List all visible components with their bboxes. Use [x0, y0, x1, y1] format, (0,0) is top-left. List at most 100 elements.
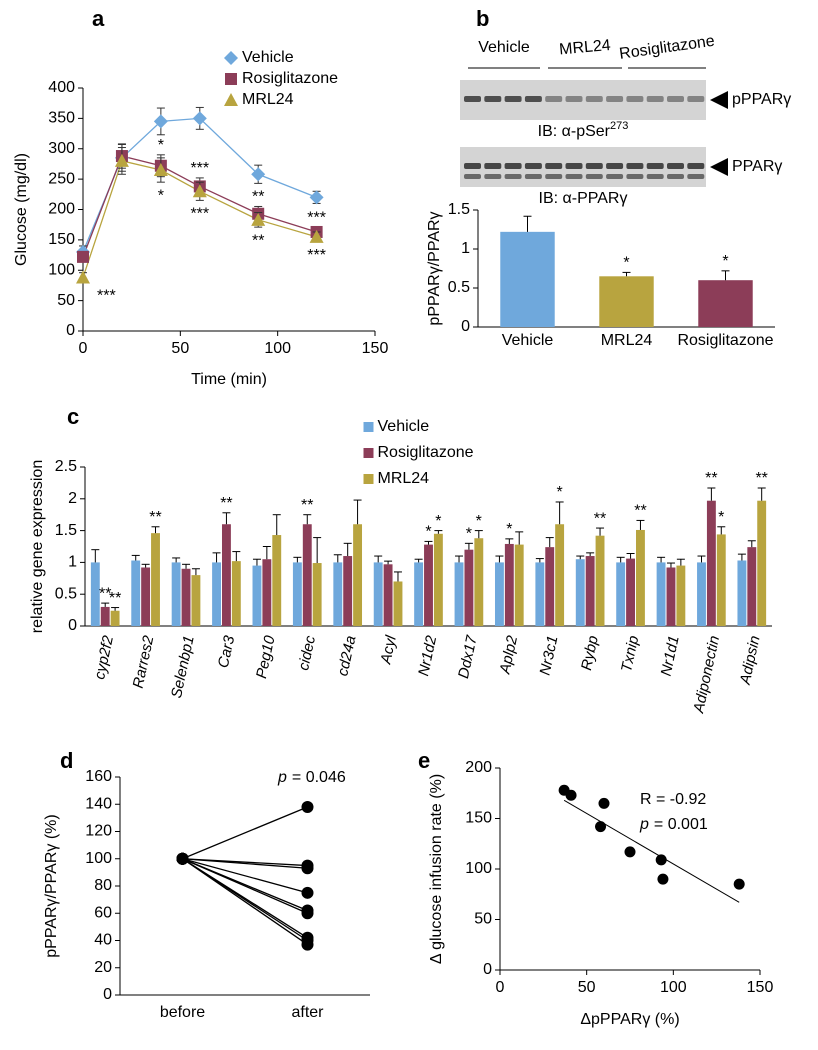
data-point — [176, 852, 189, 865]
error-bar — [576, 555, 585, 560]
error-bar — [272, 514, 281, 536]
significance: * — [425, 524, 431, 541]
error-bar — [757, 487, 766, 501]
blot-band — [484, 163, 502, 169]
bar — [698, 280, 753, 327]
legend-label: Vehicle — [242, 49, 294, 66]
significance: * — [158, 137, 164, 154]
data-point — [76, 270, 90, 284]
error-bar — [717, 526, 726, 535]
bar — [231, 561, 241, 626]
legend-marker — [225, 73, 237, 85]
significance: * — [476, 513, 482, 530]
significance: ** — [705, 470, 717, 487]
legend-marker — [224, 51, 238, 65]
y-tick-label: 0 — [66, 322, 75, 339]
bar — [353, 524, 363, 626]
significance: ** — [99, 585, 111, 602]
error-bar — [212, 552, 221, 563]
bar — [312, 563, 322, 626]
error-bar — [374, 555, 383, 563]
x-tick-label: Txnip — [618, 634, 642, 673]
blot-band — [545, 96, 563, 102]
significance: ** — [594, 510, 606, 527]
bar — [333, 562, 343, 626]
error-bar — [495, 555, 504, 563]
series-line — [182, 858, 308, 894]
bar — [131, 560, 141, 626]
blot-band — [524, 174, 542, 179]
error-bar — [343, 542, 352, 557]
error-bar — [293, 556, 302, 563]
y-tick-label: 1 — [461, 240, 470, 257]
blot-band — [687, 174, 705, 179]
blot-band — [626, 163, 644, 169]
y-tick-label: 2.5 — [55, 458, 77, 475]
blot-band — [565, 174, 583, 179]
bar — [697, 562, 706, 626]
bar — [599, 276, 654, 327]
y-tick-label: 40 — [94, 932, 112, 949]
bar — [514, 544, 524, 626]
blot-band — [464, 174, 481, 179]
y-tick-label: 60 — [94, 904, 112, 921]
data-point — [565, 789, 577, 801]
y-tick-label: 160 — [85, 768, 112, 785]
x-tick-label: 0 — [79, 340, 88, 357]
bar — [90, 562, 100, 626]
x-tick-label: Rarres2 — [130, 633, 158, 689]
blot-band — [585, 174, 603, 179]
significance: *** — [190, 160, 209, 177]
blot-band — [464, 96, 481, 102]
error-bar — [172, 557, 181, 563]
x-tick-label: 50 — [171, 340, 189, 357]
y-tick-label: 1.5 — [55, 522, 77, 539]
blot-band — [667, 174, 684, 179]
data-point — [301, 886, 314, 899]
x-tick-label: Adiponectin — [690, 634, 723, 715]
legend-marker — [224, 93, 238, 106]
blot-band — [504, 96, 522, 102]
error-bar — [333, 554, 342, 563]
error-bar — [636, 519, 645, 530]
x-tick-label: 0 — [496, 979, 505, 996]
bar — [141, 567, 151, 626]
error-bar — [91, 549, 100, 563]
data-point — [301, 862, 314, 875]
blot-band — [545, 163, 563, 169]
data-point — [733, 878, 745, 890]
y-tick-label: 0 — [103, 986, 112, 1003]
y-tick-label: 0.5 — [55, 585, 77, 602]
blot-band — [626, 174, 644, 179]
bar — [221, 524, 231, 626]
annotation-italic: p — [639, 816, 649, 833]
data-point — [114, 153, 129, 167]
x-axis-label: Time (min) — [191, 371, 267, 388]
y-tick-label: 100 — [85, 850, 112, 867]
error-bar — [222, 512, 231, 525]
bar — [737, 560, 747, 626]
bar — [292, 562, 302, 626]
blot-band — [585, 163, 603, 169]
bar — [716, 534, 726, 626]
panel-letter: d — [60, 748, 73, 773]
band-label: pPPARγ — [732, 91, 791, 108]
blot-band — [606, 174, 624, 179]
bar — [757, 500, 767, 626]
x-tick-label: 100 — [264, 340, 291, 357]
bar — [262, 559, 272, 626]
bar — [454, 562, 464, 626]
y-tick-label: 80 — [94, 877, 112, 894]
bar — [545, 547, 555, 626]
y-axis-label: pPPARγ/PPARγ — [426, 211, 443, 325]
y-tick-label: 2 — [68, 490, 77, 507]
x-tick-label: Nr1d2 — [415, 633, 440, 677]
error-bar — [626, 552, 635, 559]
x-tick-label: cidec — [295, 634, 319, 672]
bar — [252, 565, 262, 626]
annotation-text: = 0.001 — [654, 816, 708, 833]
bar — [181, 568, 191, 626]
data-point — [153, 114, 168, 129]
x-tick-label: 150 — [362, 340, 389, 357]
y-tick-label: 1.5 — [448, 201, 470, 218]
